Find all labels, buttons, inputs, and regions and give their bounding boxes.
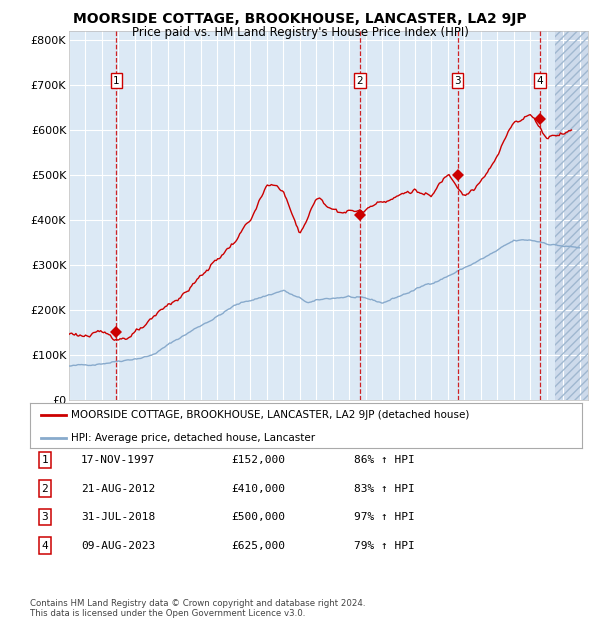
Bar [555, 31, 588, 400]
Text: 31-JUL-2018: 31-JUL-2018 [81, 512, 155, 522]
Text: 4: 4 [41, 541, 49, 551]
Text: 79% ↑ HPI: 79% ↑ HPI [354, 541, 415, 551]
Text: 1: 1 [113, 76, 120, 86]
Text: 2: 2 [356, 76, 363, 86]
Text: 3: 3 [41, 512, 49, 522]
Text: 2: 2 [41, 484, 49, 494]
Text: £625,000: £625,000 [231, 541, 285, 551]
Text: 97% ↑ HPI: 97% ↑ HPI [354, 512, 415, 522]
Text: £500,000: £500,000 [231, 512, 285, 522]
Text: 1: 1 [41, 455, 49, 465]
Text: MOORSIDE COTTAGE, BROOKHOUSE, LANCASTER, LA2 9JP (detached house): MOORSIDE COTTAGE, BROOKHOUSE, LANCASTER,… [71, 410, 470, 420]
Bar [555, 31, 588, 400]
Text: 09-AUG-2023: 09-AUG-2023 [81, 541, 155, 551]
Text: HPI: Average price, detached house, Lancaster: HPI: Average price, detached house, Lanc… [71, 433, 316, 443]
Text: £152,000: £152,000 [231, 455, 285, 465]
Text: 86% ↑ HPI: 86% ↑ HPI [354, 455, 415, 465]
Text: Contains HM Land Registry data © Crown copyright and database right 2024.
This d: Contains HM Land Registry data © Crown c… [30, 599, 365, 618]
Text: 3: 3 [454, 76, 461, 86]
Text: 17-NOV-1997: 17-NOV-1997 [81, 455, 155, 465]
Text: 21-AUG-2012: 21-AUG-2012 [81, 484, 155, 494]
Text: £410,000: £410,000 [231, 484, 285, 494]
Text: 83% ↑ HPI: 83% ↑ HPI [354, 484, 415, 494]
Text: MOORSIDE COTTAGE, BROOKHOUSE, LANCASTER, LA2 9JP: MOORSIDE COTTAGE, BROOKHOUSE, LANCASTER,… [73, 12, 527, 27]
Text: 4: 4 [537, 76, 544, 86]
Text: Price paid vs. HM Land Registry's House Price Index (HPI): Price paid vs. HM Land Registry's House … [131, 26, 469, 39]
